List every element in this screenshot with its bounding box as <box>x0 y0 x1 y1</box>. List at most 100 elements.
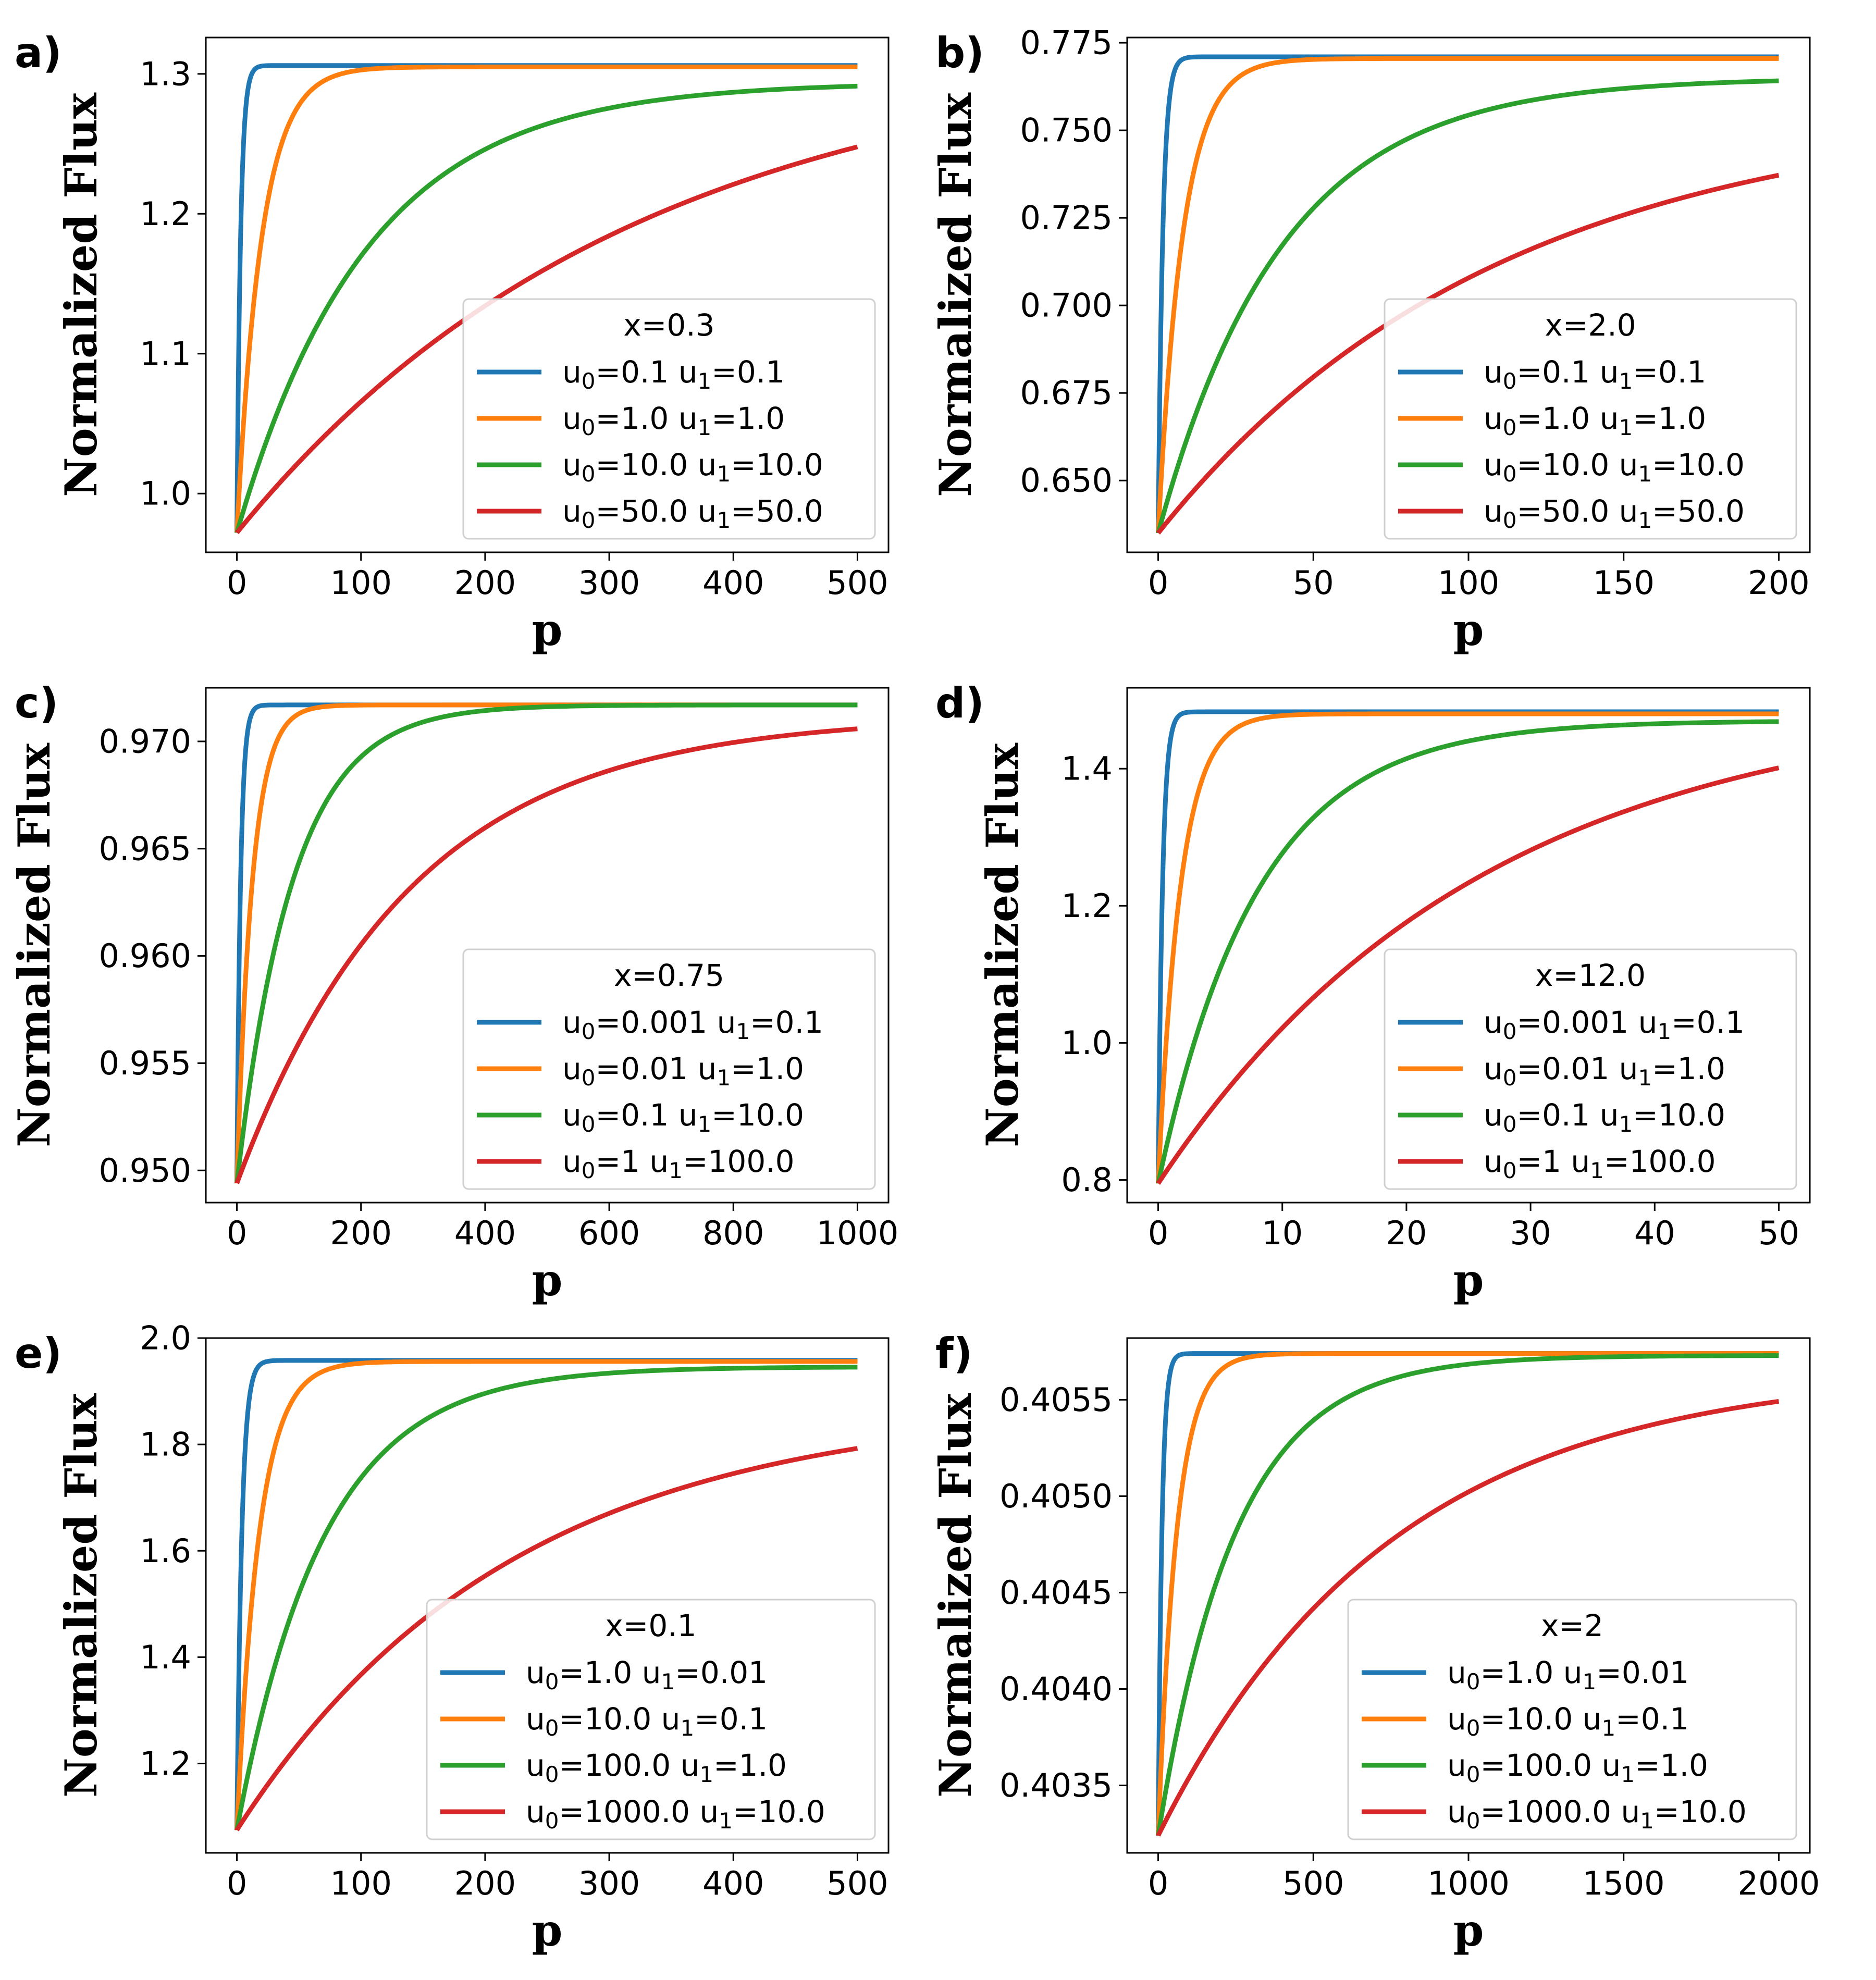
y-tick-label: 0.960 <box>99 937 192 975</box>
legend: x=0.1 u0=1.0 u1=0.01 u0=10.0 u1=0.1 u0=100.… <box>426 1599 876 1840</box>
x-tick-label: 800 <box>702 1214 764 1252</box>
x-tick-label: 500 <box>826 1864 888 1902</box>
legend-entry-2: u0=1.0 u1=1.0 <box>1484 401 1706 440</box>
x-tick-label: 40 <box>1634 1214 1675 1252</box>
x-tick-label: 400 <box>702 564 764 602</box>
y-tick-label: 1.4 <box>140 1638 191 1676</box>
series-line-4 <box>1156 172 1780 536</box>
legend: x=2 u0=1.0 u1=0.01 u0=10.0 u1=0.1 u0=100.0 … <box>1347 1599 1797 1840</box>
legend: x=12.0 u0=0.001 u1=0.1 u0=0.01 u1=1.0 u0=0.… <box>1384 948 1797 1190</box>
series-line-2 <box>1156 56 1779 536</box>
legend: x=0.3 u0=0.1 u1=0.1 u0=1.0 u1=1.0 u0=10.0 u… <box>462 298 876 540</box>
y-tick-label: 0.4040 <box>999 1670 1113 1708</box>
axes-frame <box>1126 687 1811 1204</box>
y-tick-label: 1.0 <box>1061 1024 1113 1062</box>
axes-frame <box>205 36 890 553</box>
y-tick-label: 1.2 <box>140 195 191 233</box>
y-axis-title: Normalized Flux <box>930 1393 981 1798</box>
x-tick-label: 0 <box>227 564 247 602</box>
y-tick-label: 0.775 <box>1020 24 1113 62</box>
axes-frame <box>205 687 890 1204</box>
series-line-4 <box>1156 1399 1780 1838</box>
x-tick-label: 10 <box>1262 1214 1303 1252</box>
series-line-2 <box>234 1359 858 1833</box>
y-tick-label: 0.700 <box>1020 287 1113 325</box>
series-line-3 <box>234 1365 858 1833</box>
series-line-4 <box>234 1446 858 1833</box>
chart-panel-2: b) 0 50 100 150 200 0.650 0.675 0.700 0.725 0.750 0… <box>930 24 1811 655</box>
legend-entry-2: u0=10.0 u1=0.1 <box>1447 1701 1689 1741</box>
legend-box <box>1384 948 1797 1190</box>
y-tick-label: 0.950 <box>99 1152 192 1190</box>
y-axis-title: Normalized Flux <box>8 742 60 1147</box>
series-line-3 <box>234 702 858 1186</box>
x-tick-label: 400 <box>454 1214 516 1252</box>
axes-frame <box>205 1337 890 1854</box>
legend-entry-1: u0=1.0 u1=0.01 <box>526 1655 768 1694</box>
x-tick-label: 50 <box>1293 564 1334 602</box>
x-axis-title: p <box>532 1254 563 1306</box>
series-group <box>1156 1351 1780 1838</box>
x-tick-label: 100 <box>330 564 392 602</box>
panel-label: f) <box>935 1329 972 1378</box>
legend-entry-4: u0=1000.0 u1=10.0 <box>1447 1794 1747 1834</box>
chart-panel-6: f) 0 500 1000 1500 2000 0.4035 0.4040 0.4045 0.40… <box>930 1329 1820 1956</box>
x-axis-title: p <box>532 1904 563 1956</box>
y-tick-label: 0.750 <box>1020 112 1113 150</box>
legend-box <box>462 298 876 540</box>
x-tick-label: 0 <box>1148 564 1168 602</box>
chart-panel-3: c) 0 200 400 600 800 1000 0.950 0.955 0.960 0.965 0… <box>8 679 898 1306</box>
legend-entry-2: u0=0.01 u1=1.0 <box>1484 1051 1725 1091</box>
y-tick-label: 0.970 <box>99 722 192 760</box>
legend-entry-4: u0=50.0 u1=50.0 <box>562 493 823 533</box>
x-tick-label: 500 <box>826 564 888 602</box>
y-tick-label: 0.8 <box>1061 1161 1113 1199</box>
y-tick-label: 0.4045 <box>999 1574 1113 1612</box>
y-tick-label: 1.8 <box>140 1426 191 1464</box>
y-tick-label: 0.725 <box>1020 199 1113 237</box>
series-group <box>234 1358 858 1833</box>
legend-entry-1: u0=0.001 u1=0.1 <box>562 1005 823 1044</box>
legend-box <box>1347 1599 1797 1840</box>
y-tick-label: 2.0 <box>140 1319 191 1357</box>
legend-box <box>1384 298 1797 540</box>
legend: x=2.0 u0=0.1 u1=0.1 u0=1.0 u1=1.0 u0=10.0 u… <box>1384 298 1797 540</box>
x-tick-label: 1500 <box>1583 1864 1665 1902</box>
y-tick-label: 0.965 <box>99 830 192 868</box>
chart-panel-4: d) 0 10 20 30 40 50 0.8 1.0 1.2 1.4 p Normalized Flu… <box>935 679 1811 1306</box>
legend-entry-1: u0=0.001 u1=0.1 <box>1484 1005 1745 1044</box>
legend-title: x=2 <box>1541 1608 1603 1643</box>
x-tick-label: 1000 <box>1427 1864 1510 1902</box>
y-tick-label: 1.3 <box>140 55 191 93</box>
legend-box <box>426 1599 876 1840</box>
x-tick-label: 1000 <box>817 1214 899 1252</box>
series-line-2 <box>234 64 858 535</box>
x-tick-label: 0 <box>227 1864 247 1902</box>
y-tick-label: 1.2 <box>1061 887 1113 925</box>
x-tick-label: 300 <box>578 1864 640 1902</box>
panel-label: d) <box>935 679 984 727</box>
series-line-2 <box>1156 1351 1779 1838</box>
series-line-3 <box>1156 78 1779 536</box>
x-axis-title: p <box>1453 1904 1484 1956</box>
legend-title: x=0.1 <box>605 1608 696 1643</box>
y-tick-label: 0.4050 <box>999 1477 1113 1515</box>
legend-entry-3: u0=0.1 u1=10.0 <box>1484 1097 1725 1137</box>
legend-entry-4: u0=1 u1=100.0 <box>1484 1144 1716 1183</box>
series-line-4 <box>234 144 858 535</box>
series-group <box>234 702 858 1186</box>
x-tick-label: 200 <box>454 564 516 602</box>
y-tick-label: 0.4055 <box>999 1381 1113 1419</box>
legend-entry-4: u0=50.0 u1=50.0 <box>1484 493 1745 533</box>
series-line-2 <box>1156 711 1779 1186</box>
x-tick-label: 20 <box>1386 1214 1427 1252</box>
x-axis-title: p <box>1453 604 1484 655</box>
legend-entry-2: u0=0.01 u1=1.0 <box>562 1051 804 1091</box>
x-tick-label: 100 <box>1438 564 1499 602</box>
chart-panel-1: a) 0 100 200 300 400 500 1.0 1.1 1.2 1.3 p Normalize… <box>15 29 890 655</box>
legend-title: x=2.0 <box>1545 307 1636 343</box>
y-axis-title: Normalized Flux <box>55 1393 107 1798</box>
legend-entry-1: u0=0.1 u1=0.1 <box>1484 354 1706 394</box>
legend-entry-3: u0=10.0 u1=10.0 <box>1484 447 1745 487</box>
legend-box <box>462 948 876 1190</box>
